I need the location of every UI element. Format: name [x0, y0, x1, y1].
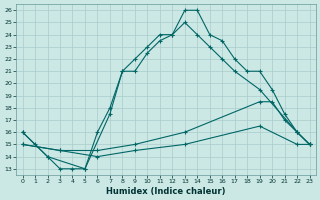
X-axis label: Humidex (Indice chaleur): Humidex (Indice chaleur)	[106, 187, 226, 196]
